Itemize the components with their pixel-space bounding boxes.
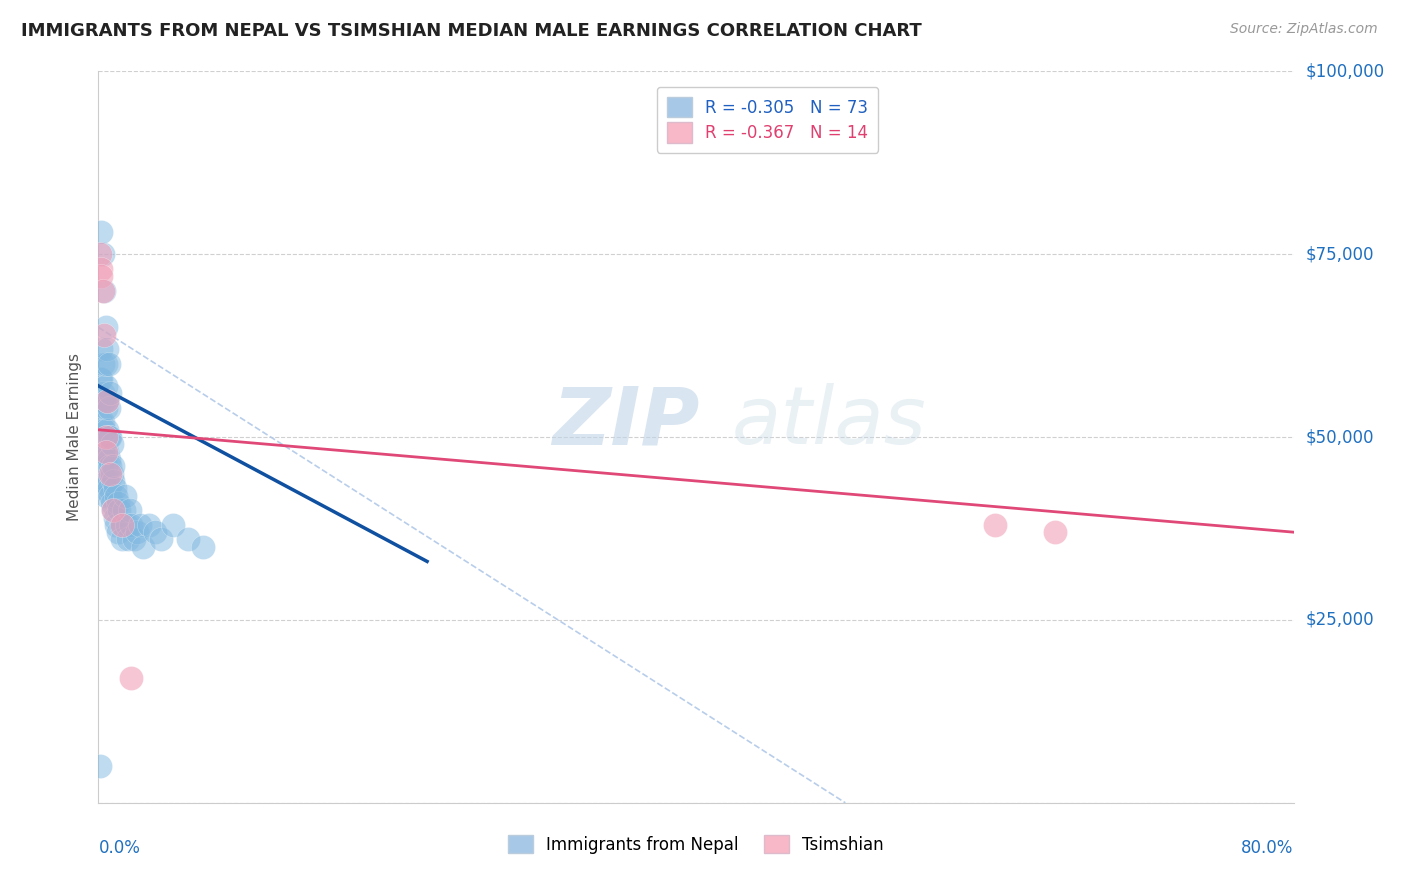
Point bbox=[90, 416, 112, 430]
Point bbox=[138, 517, 160, 532]
Point bbox=[94, 430, 117, 444]
Text: 0.0%: 0.0% bbox=[98, 839, 141, 857]
Point bbox=[97, 401, 120, 415]
Point bbox=[94, 379, 117, 393]
Point bbox=[96, 474, 118, 488]
Point bbox=[97, 452, 120, 467]
Point bbox=[89, 393, 111, 408]
Point bbox=[96, 343, 118, 357]
Text: $75,000: $75,000 bbox=[1306, 245, 1374, 263]
Point bbox=[90, 261, 112, 276]
Point bbox=[91, 444, 114, 458]
Point bbox=[150, 533, 173, 547]
Text: atlas: atlas bbox=[733, 384, 927, 461]
Point bbox=[96, 393, 118, 408]
Point bbox=[93, 284, 115, 298]
Point bbox=[105, 489, 128, 503]
Point bbox=[143, 525, 166, 540]
Point bbox=[93, 452, 115, 467]
Point bbox=[120, 672, 142, 686]
Legend: Immigrants from Nepal, Tsimshian: Immigrants from Nepal, Tsimshian bbox=[502, 829, 890, 860]
Point bbox=[91, 284, 114, 298]
Point bbox=[104, 510, 127, 524]
Point bbox=[91, 247, 114, 261]
Point bbox=[89, 371, 111, 385]
Point bbox=[89, 759, 111, 773]
Text: IMMIGRANTS FROM NEPAL VS TSIMSHIAN MEDIAN MALE EARNINGS CORRELATION CHART: IMMIGRANTS FROM NEPAL VS TSIMSHIAN MEDIA… bbox=[21, 22, 922, 40]
Point bbox=[90, 393, 112, 408]
Point bbox=[127, 525, 149, 540]
Point bbox=[94, 401, 117, 415]
Point bbox=[90, 269, 112, 284]
Point bbox=[91, 357, 114, 371]
Point bbox=[94, 357, 117, 371]
Point bbox=[90, 371, 112, 385]
Point bbox=[98, 489, 122, 503]
Text: ZIP: ZIP bbox=[553, 384, 700, 461]
Point bbox=[101, 467, 124, 481]
Point bbox=[124, 533, 146, 547]
Text: Source: ZipAtlas.com: Source: ZipAtlas.com bbox=[1230, 22, 1378, 37]
Point bbox=[105, 517, 128, 532]
Point bbox=[162, 517, 184, 532]
Point bbox=[90, 225, 112, 239]
Point bbox=[104, 481, 127, 495]
Point bbox=[94, 320, 117, 334]
Point bbox=[1043, 525, 1066, 540]
Point bbox=[98, 467, 122, 481]
Text: $50,000: $50,000 bbox=[1306, 428, 1374, 446]
Point bbox=[103, 503, 125, 517]
Point bbox=[103, 503, 125, 517]
Point bbox=[90, 444, 112, 458]
Point bbox=[93, 393, 115, 408]
Point bbox=[132, 540, 155, 554]
Point bbox=[129, 517, 152, 532]
Point bbox=[118, 503, 141, 517]
Point bbox=[101, 496, 124, 510]
Point bbox=[89, 430, 111, 444]
Point bbox=[107, 525, 129, 540]
Y-axis label: Median Male Earnings: Median Male Earnings bbox=[67, 353, 83, 521]
Point bbox=[91, 416, 114, 430]
Point bbox=[98, 430, 122, 444]
Point bbox=[115, 517, 138, 532]
Point bbox=[177, 533, 200, 547]
Point bbox=[93, 327, 115, 342]
Point bbox=[96, 393, 118, 408]
Point bbox=[97, 430, 120, 444]
Point bbox=[110, 517, 132, 532]
Point bbox=[117, 533, 139, 547]
Point bbox=[120, 517, 142, 532]
Point bbox=[96, 423, 118, 437]
Point bbox=[97, 481, 120, 495]
Point bbox=[111, 533, 134, 547]
Point bbox=[93, 481, 115, 495]
Point bbox=[114, 489, 136, 503]
Point bbox=[90, 343, 112, 357]
Point bbox=[108, 503, 131, 517]
Point bbox=[93, 423, 115, 437]
Point bbox=[112, 503, 135, 517]
Point bbox=[98, 459, 122, 474]
Point bbox=[97, 357, 120, 371]
Point bbox=[111, 517, 134, 532]
Point bbox=[984, 517, 1007, 532]
Point bbox=[98, 386, 122, 401]
Point bbox=[103, 474, 125, 488]
Point bbox=[191, 540, 214, 554]
Point bbox=[89, 247, 111, 261]
Point bbox=[94, 489, 117, 503]
Point bbox=[94, 459, 117, 474]
Point bbox=[91, 474, 114, 488]
Text: 80.0%: 80.0% bbox=[1241, 839, 1294, 857]
Text: $100,000: $100,000 bbox=[1306, 62, 1385, 80]
Point bbox=[101, 437, 124, 451]
Point bbox=[91, 386, 114, 401]
Point bbox=[94, 444, 117, 458]
Point bbox=[96, 444, 118, 458]
Text: $25,000: $25,000 bbox=[1306, 611, 1374, 629]
Point bbox=[107, 496, 129, 510]
Point bbox=[103, 459, 125, 474]
Point bbox=[94, 430, 117, 444]
